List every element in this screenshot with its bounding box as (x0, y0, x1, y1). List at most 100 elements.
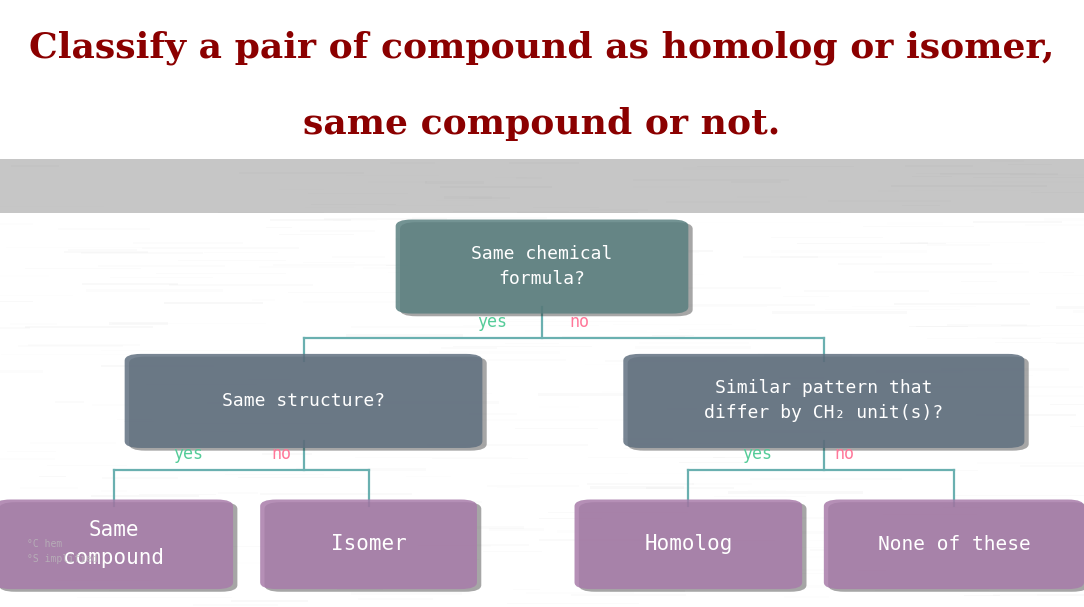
Bar (931, 523, 1047, 524)
Bar (1002, 337, 1042, 339)
Bar (142, 152, 235, 154)
Bar (121, 470, 228, 472)
Bar (838, 423, 914, 426)
Text: None of these: None of these (878, 535, 1030, 554)
Text: yes: yes (173, 445, 204, 463)
Bar (632, 443, 750, 444)
Bar (354, 457, 513, 458)
Bar (1031, 460, 1084, 461)
Bar (468, 413, 517, 415)
Bar (824, 151, 872, 152)
Bar (778, 377, 824, 379)
Bar (24, 526, 121, 527)
Bar (279, 189, 324, 190)
Bar (273, 263, 427, 265)
Bar (804, 290, 929, 292)
Bar (185, 247, 330, 249)
Bar (675, 286, 719, 287)
Bar (64, 251, 147, 253)
Bar (367, 515, 410, 516)
Bar (369, 181, 427, 183)
Bar (479, 248, 518, 250)
Bar (238, 172, 363, 174)
Bar (941, 251, 997, 252)
Bar (557, 531, 634, 533)
Bar (10, 515, 73, 517)
Bar (810, 549, 847, 551)
Bar (427, 444, 588, 446)
FancyBboxPatch shape (396, 220, 688, 314)
Bar (480, 308, 578, 310)
Bar (759, 585, 855, 588)
FancyBboxPatch shape (623, 354, 1024, 448)
Bar (966, 490, 1021, 491)
Bar (616, 526, 746, 527)
Bar (444, 358, 472, 361)
Bar (1038, 432, 1084, 433)
Bar (637, 235, 661, 237)
Bar (36, 582, 118, 585)
Bar (1031, 471, 1084, 472)
Bar (609, 527, 752, 529)
Bar (374, 526, 524, 529)
Bar (764, 354, 852, 357)
Bar (55, 563, 93, 566)
Bar (955, 495, 1084, 496)
Bar (469, 197, 509, 199)
Bar (887, 277, 1008, 279)
Bar (915, 190, 1038, 191)
Bar (8, 451, 56, 452)
Bar (661, 291, 708, 293)
Bar (527, 592, 634, 594)
Bar (630, 248, 664, 250)
Bar (828, 329, 947, 331)
Bar (157, 546, 186, 547)
Bar (697, 386, 842, 388)
Bar (688, 430, 821, 432)
Bar (988, 588, 1084, 589)
Bar (410, 592, 475, 594)
Bar (296, 333, 391, 334)
Bar (260, 493, 412, 495)
Bar (129, 529, 151, 532)
Bar (503, 489, 606, 492)
Bar (86, 289, 222, 292)
Bar (454, 359, 566, 362)
Text: yes: yes (477, 313, 507, 331)
Bar (390, 162, 435, 164)
Text: no: no (569, 313, 589, 331)
Bar (714, 496, 806, 497)
Bar (578, 164, 713, 166)
Bar (0, 527, 20, 529)
Text: Similar pattern that
differ by CH₂ unit(s)?: Similar pattern that differ by CH₂ unit(… (705, 379, 943, 422)
Bar (124, 421, 154, 422)
Bar (165, 586, 285, 588)
Bar (330, 165, 395, 166)
Bar (347, 334, 463, 336)
Bar (323, 358, 413, 359)
Bar (358, 599, 434, 600)
Bar (532, 207, 599, 208)
Bar (1063, 275, 1084, 276)
Bar (175, 422, 332, 424)
Bar (18, 345, 124, 347)
Bar (57, 228, 150, 230)
Bar (105, 201, 247, 202)
Bar (338, 170, 492, 171)
Bar (977, 463, 1084, 464)
Bar (401, 545, 491, 547)
Text: yes: yes (743, 445, 773, 463)
Bar (55, 580, 155, 582)
Bar (646, 487, 734, 489)
Bar (224, 474, 324, 475)
Bar (454, 338, 552, 341)
Bar (920, 527, 1033, 528)
Bar (448, 525, 572, 526)
Bar (812, 418, 960, 420)
Bar (420, 349, 532, 350)
Bar (603, 403, 647, 405)
Bar (986, 214, 1084, 215)
Bar (444, 197, 492, 199)
Bar (624, 447, 680, 449)
Bar (996, 485, 1084, 486)
